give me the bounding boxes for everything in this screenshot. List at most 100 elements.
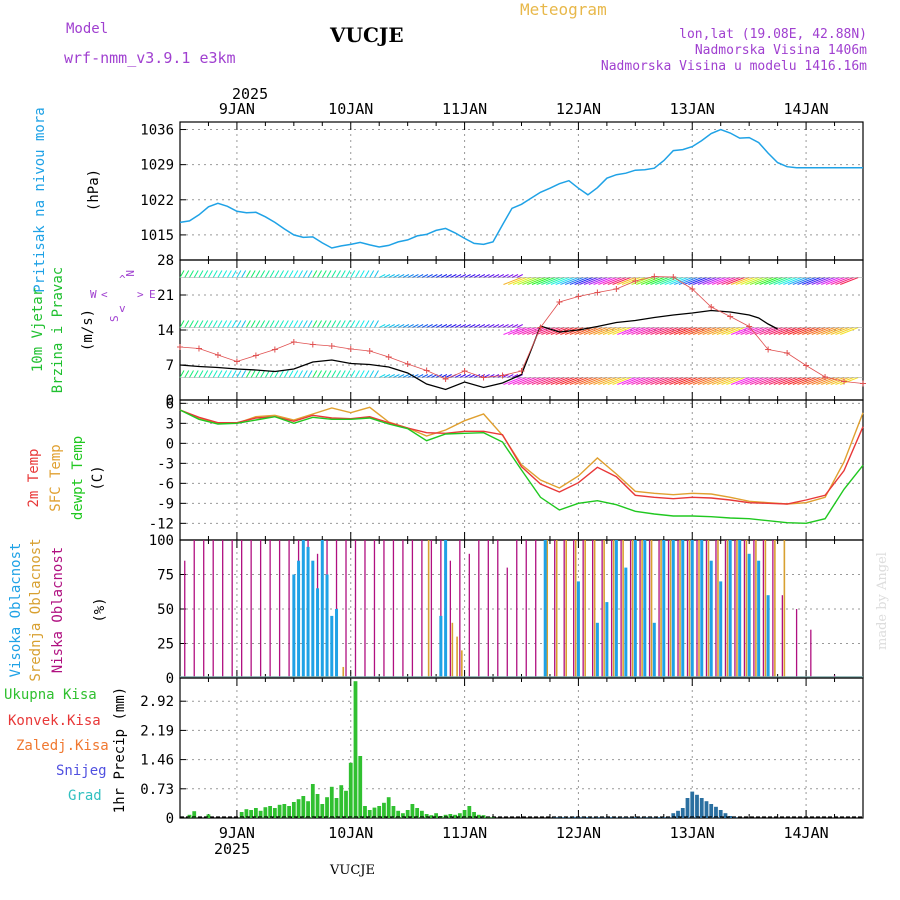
wind-barb (688, 277, 707, 285)
wind-barb (778, 377, 797, 385)
wind-barb (678, 277, 698, 285)
wind-barb (583, 377, 603, 385)
gust-cross (499, 372, 506, 379)
wind-barb (345, 370, 351, 378)
wind-barb (560, 277, 579, 285)
low-cloud-bar (383, 540, 385, 678)
low-cloud-bar (762, 540, 765, 678)
gust-cross (328, 343, 335, 349)
low-cloud-bar (440, 540, 442, 678)
wind-barb (588, 377, 608, 385)
legend-freezing-rain: Zaledj.Kisa (16, 738, 109, 754)
wind-barb (198, 370, 204, 378)
mid-cloud-bar (688, 540, 691, 678)
low-cloud-bar (639, 540, 641, 678)
wind-barb (374, 270, 379, 278)
wind-barb (797, 327, 816, 335)
wind-barb (507, 274, 514, 278)
y-tick-label: 1.46 (140, 753, 174, 769)
high-cloud-bar (316, 588, 320, 678)
wind-barb (512, 277, 532, 285)
wind-barb (241, 320, 247, 328)
rain-bar (244, 809, 249, 818)
pressure-unit-label: (hPa) (86, 169, 102, 211)
wind-barb (778, 277, 797, 285)
wind-barb (773, 277, 793, 285)
wind-barb (321, 370, 327, 378)
wind-barb (536, 277, 555, 285)
mid-cloud-bar (427, 540, 430, 678)
rain-bar (405, 810, 410, 818)
low-cloud-bar (184, 560, 186, 678)
wind-barb (754, 277, 774, 285)
wind-barb (274, 270, 280, 278)
wind-barb (778, 327, 797, 335)
cloud-side-label-low: Niska Oblacnost (50, 547, 66, 673)
rain-bar (472, 812, 476, 818)
wind-barb (212, 270, 218, 278)
wind-barb (821, 277, 840, 285)
mid-cloud-bar (612, 540, 615, 678)
wind-barb (669, 277, 688, 285)
wind-barb (416, 374, 424, 378)
wind-barb (203, 370, 209, 378)
wind-barb (340, 370, 346, 378)
snow-bar (685, 798, 690, 818)
wind-barb (811, 377, 830, 385)
wind-barb (473, 374, 481, 378)
wind-barb (250, 320, 256, 328)
wind-barb (492, 274, 500, 278)
high-cloud-bar (311, 560, 315, 678)
wind-barb (655, 327, 674, 335)
mid-cloud-bar (698, 540, 700, 678)
gust-cross (366, 348, 373, 354)
rain-bar (391, 806, 396, 818)
wind-barb (241, 370, 247, 378)
wind-barb (412, 324, 419, 328)
wind-barb (288, 320, 294, 328)
gust-cross (442, 376, 449, 382)
wind-barb (830, 327, 849, 335)
wind-barb (226, 270, 232, 278)
wind-barb (440, 324, 448, 328)
low-cloud-bar (193, 540, 195, 678)
gust-cross (347, 346, 354, 352)
rain-bar (467, 806, 472, 818)
high-cloud-bar (643, 540, 647, 678)
wind-barb (783, 277, 802, 285)
wind-barb (754, 327, 774, 335)
wind-barb (193, 320, 199, 328)
y-tick-label: 1029 (140, 158, 174, 174)
y-tick-label: -6 (157, 476, 174, 492)
wind-barb (707, 277, 726, 285)
wind-barb (293, 370, 299, 378)
wind-barb (821, 327, 840, 335)
rain-bar (415, 808, 420, 818)
wind-barb (407, 274, 414, 278)
gust-cross (575, 293, 582, 300)
gust-cross (233, 358, 240, 365)
gust-cross (784, 350, 791, 356)
wind-unit-label: (m/s) (80, 309, 96, 351)
gust-cross (727, 313, 734, 320)
wind-barb (712, 277, 731, 285)
rain-bar (448, 814, 453, 818)
wind-barb (383, 374, 391, 378)
rain-bar (424, 814, 429, 818)
wind-barb (693, 327, 712, 335)
wind-barb (298, 370, 304, 378)
y-tick-label: 50 (157, 602, 174, 618)
compass-down-arrow: v (119, 302, 126, 315)
wind-barb (189, 370, 194, 378)
low-cloud-bar (724, 540, 727, 678)
wind-barb (469, 274, 476, 278)
snow-bar (728, 816, 733, 818)
wind-barb (426, 374, 433, 378)
bottom-day-label: 10JAN (328, 824, 373, 842)
wind-barb (492, 324, 500, 328)
wind-barb (317, 320, 322, 328)
wind-barb (402, 374, 410, 378)
wind-barb (421, 374, 429, 378)
wind-barb (678, 377, 698, 385)
mid-cloud-bar (736, 540, 738, 678)
